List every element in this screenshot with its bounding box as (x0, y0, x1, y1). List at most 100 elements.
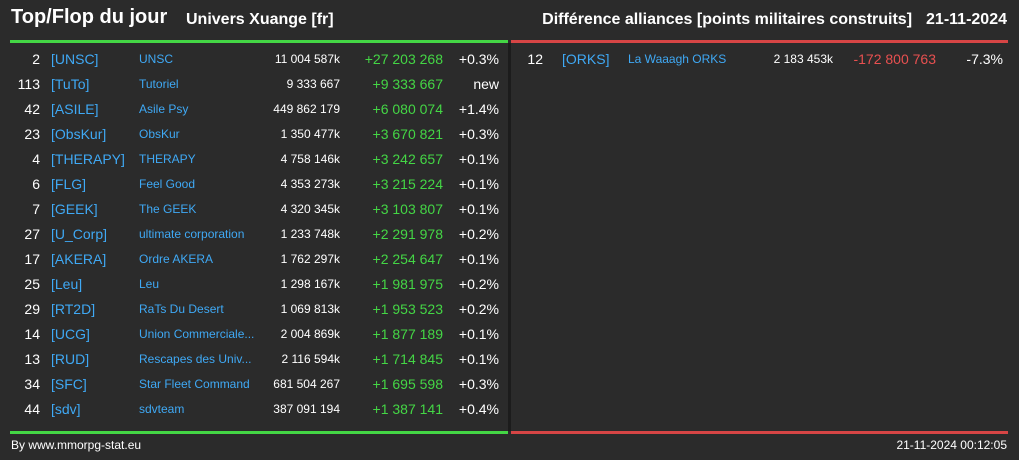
alliance-rank: 113 (17, 76, 40, 92)
alliance-points: 1 298 167k (280, 277, 340, 291)
top-alliance-row: 42 [ASILE] Asile Psy 449 862 179 +6 080 074 +… (10, 97, 508, 122)
alliance-points: 681 504 267 (273, 377, 340, 391)
alliance-points: 1 762 297k (280, 252, 340, 266)
percent-change: +1.4% (458, 101, 499, 117)
points-difference: +3 215 224 (372, 176, 443, 192)
top-panel: 2 [UNSC] UNSC 11 004 587k +27 203 268 +0.3% 11… (10, 40, 508, 434)
top-alliance-row: 44 [sdv] sdvteam 387 091 194 +1 387 141 +0.4% (10, 397, 508, 422)
alliance-name-link[interactable]: Rescapes des Univ... (139, 352, 252, 366)
alliance-name-link[interactable]: THERAPY (139, 152, 196, 166)
alliance-tag-link[interactable]: [UNSC] (51, 51, 99, 67)
alliance-rank: 23 (24, 126, 40, 142)
alliance-rank: 4 (32, 151, 40, 167)
top-alliance-row: 25 [Leu] Leu 1 298 167k +1 981 975 +0.2% (10, 272, 508, 297)
alliance-tag-link[interactable]: [RUD] (51, 351, 90, 367)
percent-change: +0.1% (458, 151, 499, 167)
percent-change: -7.3% (966, 51, 1003, 67)
points-difference: +3 103 807 (372, 201, 443, 217)
alliance-tag-link[interactable]: [ASILE] (51, 101, 99, 117)
alliance-tag-link[interactable]: [ORKS] (562, 51, 610, 67)
points-difference: +1 981 975 (372, 276, 443, 292)
alliance-points: 4 758 146k (280, 152, 340, 166)
alliance-rank: 29 (24, 301, 40, 317)
alliance-tag-link[interactable]: [U_Corp] (51, 226, 108, 242)
page-title: Top/Flop du jour (11, 6, 168, 28)
alliance-tag-link[interactable]: [FLG] (51, 176, 87, 192)
alliance-rank: 17 (24, 251, 40, 267)
alliance-rank: 25 (24, 276, 40, 292)
alliance-tag-link[interactable]: [RT2D] (51, 301, 96, 317)
alliance-name-link[interactable]: Tutoriel (139, 77, 179, 91)
alliance-name-link[interactable]: Ordre AKERA (139, 252, 214, 266)
alliance-name-link[interactable]: Asile Psy (139, 102, 189, 116)
alliance-points: 1 350 477k (280, 127, 340, 141)
footer-credit[interactable]: By www.mmorpg-stat.eu (11, 438, 142, 452)
alliance-name-link[interactable]: ultimate corporation (139, 227, 245, 241)
alliance-points: 2 004 869k (280, 327, 340, 341)
percent-change: +0.1% (458, 351, 499, 367)
percent-change: +0.1% (458, 326, 499, 342)
alliance-name-link[interactable]: Feel Good (139, 177, 196, 191)
points-difference: +1 953 523 (372, 301, 443, 317)
alliance-rank: 13 (24, 351, 40, 367)
header: Top/Flop du jour Univers Xuange [fr] Dif… (0, 0, 1019, 40)
top-alliance-row: 4 [THERAPY] THERAPY 4 758 146k +3 242 657 +0.… (10, 147, 508, 172)
top-alliance-row: 2 [UNSC] UNSC 11 004 587k +27 203 268 +0.3% (10, 47, 508, 72)
points-difference: +3 670 821 (372, 126, 443, 142)
alliance-tag-link[interactable]: [THERAPY] (51, 151, 125, 167)
alliance-tag-link[interactable]: [GEEK] (51, 201, 98, 217)
points-difference: +6 080 074 (372, 101, 443, 117)
alliance-tag-link[interactable]: [AKERA] (51, 251, 107, 267)
alliance-tag-link[interactable]: [SFC] (51, 376, 87, 392)
alliance-points: 387 091 194 (273, 402, 340, 416)
top-alliance-row: 6 [FLG] Feel Good 4 353 273k +3 215 224 +0.1% (10, 172, 508, 197)
stat-title-block: Différence alliances [points militaires … (542, 11, 1007, 29)
alliance-name-link[interactable]: RaTs Du Desert (139, 302, 224, 316)
top-alliance-row: 27 [U_Corp] ultimate corporation 1 233 748k… (10, 222, 508, 247)
universe-subtitle: Univers Xuange [fr] (186, 11, 334, 28)
top-alliance-row: 34 [SFC] Star Fleet Command 681 504 267 +1 6… (10, 372, 508, 397)
percent-change: +0.3% (458, 51, 499, 67)
points-difference: -172 800 763 (853, 51, 936, 67)
alliance-name-link[interactable]: Union Commerciale... (139, 327, 255, 341)
alliance-points: 1 233 748k (280, 227, 340, 241)
alliance-name-link[interactable]: The GEEK (139, 202, 197, 216)
top-alliance-row: 13 [RUD] Rescapes des Univ... 2 116 594k +1 … (10, 347, 508, 372)
alliance-name-link[interactable]: Star Fleet Command (139, 377, 250, 391)
alliance-tag-link[interactable]: [UCG] (51, 326, 90, 342)
alliance-rank: 14 (24, 326, 40, 342)
alliance-points: 4 353 273k (280, 177, 340, 191)
panel-divider (508, 43, 511, 431)
points-difference: +2 291 978 (372, 226, 443, 242)
alliance-tag-link[interactable]: [ObsKur] (51, 126, 107, 142)
points-difference: +27 203 268 (364, 51, 443, 67)
stat-title: Différence alliances [points militaires … (542, 11, 913, 28)
header-date: 21-11-2024 (926, 11, 1007, 28)
alliance-name-link[interactable]: Leu (139, 277, 160, 291)
alliance-points: 2 116 594k (281, 352, 341, 366)
alliance-name-link[interactable]: sdvteam (139, 402, 185, 416)
alliance-rank: 44 (24, 401, 40, 417)
percent-change: +0.2% (458, 301, 499, 317)
points-difference: +9 333 667 (372, 76, 443, 92)
alliance-name-link[interactable]: ObsKur (139, 127, 180, 141)
alliance-points: 1 069 813k (280, 302, 340, 316)
alliance-tag-link[interactable]: [TuTo] (51, 76, 90, 92)
alliance-rank: 34 (24, 376, 40, 392)
alliance-points: 11 004 587k (274, 52, 340, 66)
points-difference: +2 254 647 (372, 251, 443, 267)
alliance-tag-link[interactable]: [Leu] (51, 276, 83, 292)
alliance-rank: 42 (24, 101, 40, 117)
alliance-points: 9 333 667 (286, 77, 340, 91)
alliance-points: 4 320 345k (280, 202, 340, 216)
footer-timestamp: 21-11-2024 00:12:05 (896, 438, 1007, 452)
alliance-name-link[interactable]: UNSC (139, 52, 174, 66)
alliance-points: 2 183 453k (773, 52, 833, 66)
percent-change: new (473, 76, 499, 92)
top-alliance-row: 7 [GEEK] The GEEK 4 320 345k +3 103 807 +0.1% (10, 197, 508, 222)
alliance-rank: 27 (24, 226, 40, 242)
points-difference: +1 695 598 (372, 376, 443, 392)
percent-change: +0.1% (458, 176, 499, 192)
top-alliance-row: 17 [AKERA] Ordre AKERA 1 762 297k +2 254 647… (10, 247, 508, 272)
alliance-tag-link[interactable]: [sdv] (51, 401, 81, 417)
